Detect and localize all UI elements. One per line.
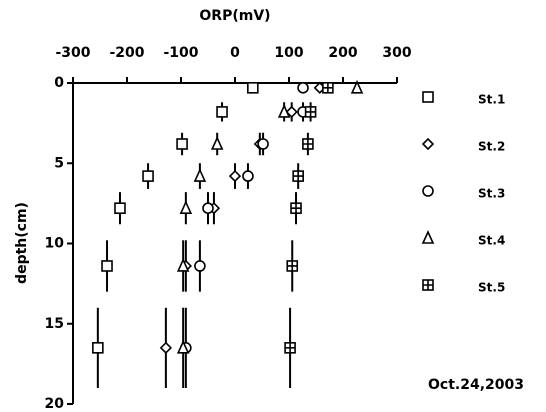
marker <box>421 230 435 244</box>
marker-shape <box>247 82 259 94</box>
legend-label: St.2 <box>478 140 505 154</box>
marker <box>114 202 126 214</box>
marker <box>422 185 434 197</box>
marker <box>242 170 254 182</box>
marker <box>421 137 435 151</box>
marker-shape <box>216 106 228 118</box>
marker-grid <box>285 342 296 353</box>
x-axis-label: ORP(mV) <box>199 8 270 24</box>
marker-grid <box>322 82 333 93</box>
marker-shape <box>176 258 190 272</box>
x-tick-label: 300 <box>382 45 411 61</box>
marker-shape <box>142 170 154 182</box>
marker <box>159 341 173 354</box>
marker-shape <box>159 341 173 354</box>
marker <box>92 342 104 354</box>
marker <box>202 202 214 214</box>
marker <box>297 82 309 94</box>
x-tick-label: -200 <box>109 45 144 61</box>
y-axis-label: depth(cm) <box>14 202 30 284</box>
marker <box>350 79 364 94</box>
marker-shape <box>92 342 104 354</box>
y-tick-label: 5 <box>54 155 64 171</box>
marker-shape <box>210 136 224 150</box>
legend-label: St.3 <box>478 187 505 201</box>
y-tick-label: 20 <box>45 396 65 412</box>
marker <box>422 91 434 103</box>
marker-shape <box>422 91 434 103</box>
y-tick-label: 0 <box>54 75 64 91</box>
marker <box>284 342 296 354</box>
marker-shape <box>176 339 190 354</box>
marker <box>257 138 269 150</box>
y-tick-label: 15 <box>45 316 64 332</box>
marker-shape <box>242 170 254 182</box>
marker-shape <box>114 202 126 214</box>
marker-shape <box>194 260 206 272</box>
x-tick-label: -300 <box>55 45 90 61</box>
legend-label: St.5 <box>478 281 505 295</box>
marker <box>422 279 434 291</box>
marker-shape <box>193 168 207 182</box>
x-tick-label: 100 <box>274 45 303 61</box>
marker-shape <box>257 138 269 150</box>
marker <box>194 260 206 272</box>
marker-grid <box>423 280 433 290</box>
marker <box>210 136 224 150</box>
marker <box>101 260 113 272</box>
marker <box>216 106 228 118</box>
x-tick-label: -100 <box>163 45 198 61</box>
marker <box>292 170 304 182</box>
marker <box>286 260 299 272</box>
marker-shape <box>277 103 291 118</box>
marker <box>179 200 193 214</box>
marker-shape <box>422 185 434 197</box>
marker-grid <box>291 203 302 214</box>
marker-shape <box>350 79 364 94</box>
marker <box>247 82 259 94</box>
marker-grid <box>302 138 313 149</box>
marker-shape <box>421 230 435 244</box>
marker <box>142 170 154 182</box>
x-tick-label: 0 <box>230 45 240 61</box>
marker <box>304 106 317 118</box>
marker-shape <box>297 82 309 94</box>
marker-shape <box>176 138 188 150</box>
marker <box>176 258 190 272</box>
y-tick-label: 10 <box>45 236 65 252</box>
marker <box>277 103 291 118</box>
marker <box>228 169 242 183</box>
marker-grid <box>287 260 298 271</box>
legend-label: St.1 <box>478 93 505 107</box>
marker-shape <box>285 105 298 119</box>
marker-grid <box>305 106 316 117</box>
marker-grid <box>293 171 304 182</box>
marker <box>302 138 314 150</box>
marker-shape <box>202 202 214 214</box>
marker <box>322 82 334 94</box>
marker <box>290 202 302 214</box>
marker <box>176 339 190 354</box>
marker-shape <box>228 169 242 183</box>
marker-shape <box>101 260 113 272</box>
marker <box>193 168 207 182</box>
legend-label: St.4 <box>478 234 505 248</box>
annotation: Oct.24,2003 <box>428 377 524 393</box>
marker <box>176 138 188 150</box>
marker-shape <box>179 200 193 214</box>
marker <box>285 105 298 119</box>
x-tick-label: 200 <box>328 45 357 61</box>
marker-shape <box>421 137 435 151</box>
